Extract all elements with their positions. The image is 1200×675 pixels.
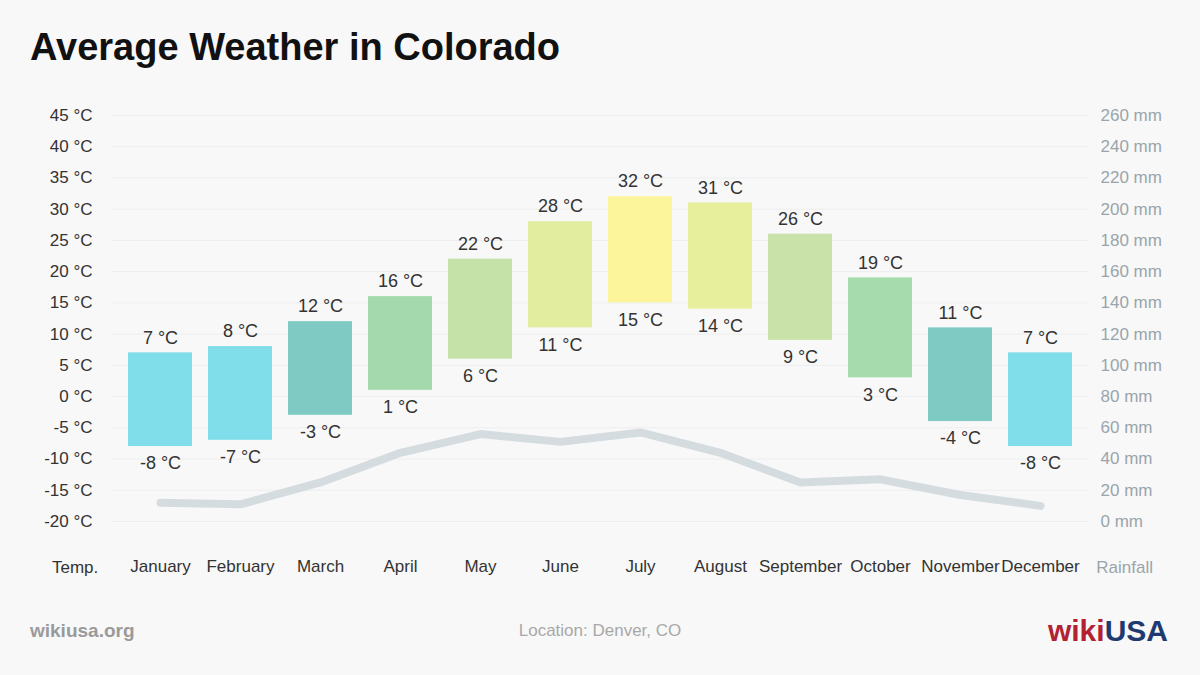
svg-text:180 mm: 180 mm: [1101, 231, 1162, 250]
svg-text:22 °C: 22 °C: [458, 234, 503, 254]
svg-text:40 °C: 40 °C: [50, 137, 93, 156]
svg-text:-8 °C: -8 °C: [1020, 453, 1061, 473]
svg-text:-10 °C: -10 °C: [44, 449, 92, 468]
svg-text:30 °C: 30 °C: [50, 200, 93, 219]
svg-text:45 °C: 45 °C: [50, 106, 93, 125]
html-text:wikiusa.org: wikiusa.org: [30, 620, 135, 641]
svg-text:April: April: [383, 557, 417, 576]
svg-text:0 mm: 0 mm: [1101, 512, 1144, 531]
svg-text:11 °C: 11 °C: [539, 335, 583, 355]
svg-text:November: November: [921, 557, 1000, 576]
html-text:Rainfall: Rainfall: [1096, 558, 1153, 577]
svg-text:September: September: [759, 557, 842, 576]
svg-text:May: May: [464, 557, 497, 576]
html-text:Average Weather in Colorado: Average Weather in Colorado: [30, 26, 560, 68]
svg-text:3 °C: 3 °C: [863, 385, 898, 405]
svg-text:11 °C: 11 °C: [939, 303, 983, 323]
svg-text:-20 °C: -20 °C: [44, 512, 92, 531]
svg-text:200 mm: 200 mm: [1101, 200, 1162, 219]
svg-text:15 °C: 15 °C: [50, 293, 93, 312]
svg-text:9 °C: 9 °C: [783, 347, 818, 367]
svg-text:32 °C: 32 °C: [618, 171, 663, 191]
svg-text:-3 °C: -3 °C: [300, 422, 341, 442]
svg-text:14 °C: 14 °C: [698, 316, 743, 336]
svg-text:140 mm: 140 mm: [1101, 293, 1162, 312]
svg-text:-7 °C: -7 °C: [220, 447, 261, 467]
svg-text:120 mm: 120 mm: [1101, 325, 1162, 344]
svg-text:December: December: [1001, 557, 1080, 576]
svg-text:240 mm: 240 mm: [1101, 137, 1162, 156]
html-text:Location: Denver, CO: Location: Denver, CO: [518, 621, 682, 640]
svg-text:January: January: [130, 557, 191, 576]
svg-text:12 °C: 12 °C: [298, 296, 343, 316]
svg-text:7 °C: 7 °C: [143, 328, 178, 348]
svg-text:5 °C: 5 °C: [59, 356, 92, 375]
svg-text:August: August: [694, 557, 747, 576]
svg-text:160 mm: 160 mm: [1101, 262, 1162, 281]
svg-text:100 mm: 100 mm: [1101, 356, 1162, 375]
svg-text:-8 °C: -8 °C: [140, 453, 181, 473]
svg-text:20 °C: 20 °C: [50, 262, 93, 281]
svg-text:260 mm: 260 mm: [1101, 106, 1162, 125]
svg-text:-15 °C: -15 °C: [44, 481, 92, 500]
svg-text:-4 °C: -4 °C: [940, 428, 981, 448]
svg-text:35 °C: 35 °C: [50, 168, 93, 187]
html-text:wiki USA: wiki USA: [1048, 614, 1168, 647]
svg-text:October: October: [850, 557, 911, 576]
svg-text:20 mm: 20 mm: [1101, 481, 1153, 500]
svg-text:19 °C: 19 °C: [858, 253, 903, 273]
svg-text:6 °C: 6 °C: [463, 366, 498, 386]
svg-text:25 °C: 25 °C: [50, 231, 93, 250]
svg-text:40 mm: 40 mm: [1101, 449, 1153, 468]
svg-text:16 °C: 16 °C: [378, 271, 423, 291]
html-text:Temp.: Temp.: [52, 558, 99, 577]
svg-text:31 °C: 31 °C: [698, 178, 743, 198]
svg-text:8 °C: 8 °C: [223, 321, 258, 341]
svg-text:28 °C: 28 °C: [538, 196, 583, 216]
svg-text:0 °C: 0 °C: [59, 387, 92, 406]
svg-text:7 °C: 7 °C: [1023, 328, 1058, 348]
svg-text:July: July: [625, 557, 656, 576]
svg-text:60 mm: 60 mm: [1101, 418, 1153, 437]
svg-text:February: February: [206, 557, 275, 576]
svg-text:220 mm: 220 mm: [1101, 168, 1162, 187]
svg-text:10 °C: 10 °C: [50, 325, 93, 344]
svg-text:-5 °C: -5 °C: [54, 418, 93, 437]
svg-text:June: June: [542, 557, 579, 576]
svg-text:15 °C: 15 °C: [618, 310, 663, 330]
svg-text:1 °C: 1 °C: [383, 397, 418, 417]
svg-text:26 °C: 26 °C: [778, 209, 823, 229]
svg-text:80 mm: 80 mm: [1101, 387, 1153, 406]
svg-text:March: March: [297, 557, 344, 576]
